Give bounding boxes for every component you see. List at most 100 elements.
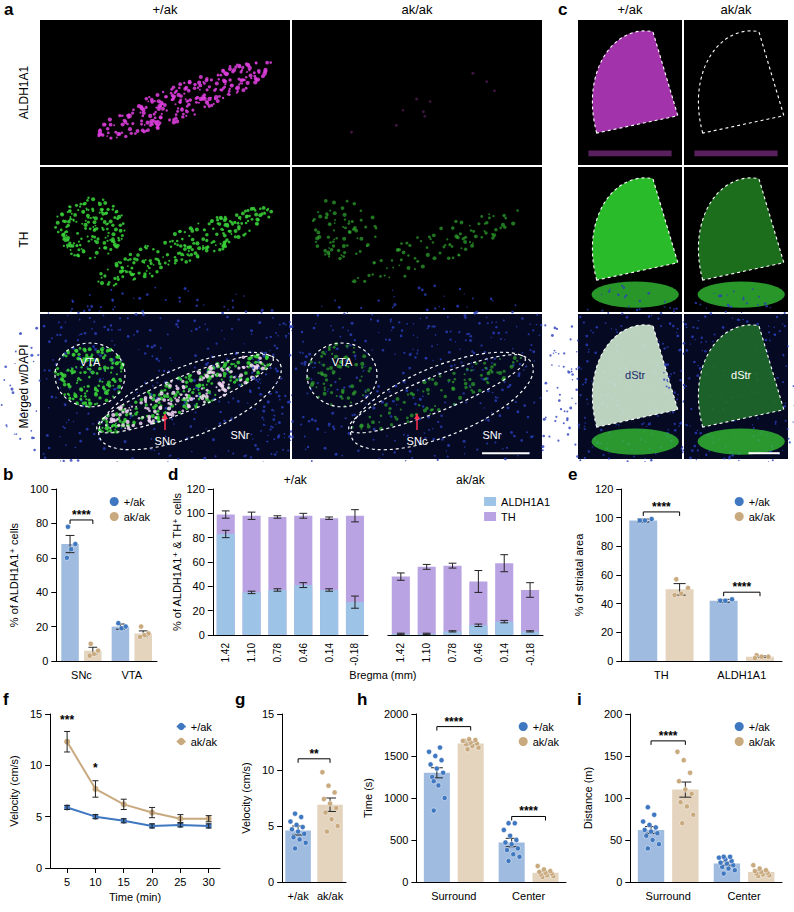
- svg-text:Surround: Surround: [431, 890, 476, 902]
- svg-text:c: c: [558, 0, 567, 19]
- svg-text:Center: Center: [728, 890, 761, 902]
- svg-text:VTA: VTA: [122, 669, 143, 681]
- svg-text:TH: TH: [501, 511, 516, 523]
- svg-text:1.42: 1.42: [220, 643, 231, 663]
- svg-text:15: 15: [262, 708, 274, 720]
- svg-text:20: 20: [36, 621, 48, 633]
- svg-text:ak/ak: ak/ak: [533, 736, 560, 748]
- svg-text:VTA: VTA: [332, 356, 353, 368]
- svg-text:100: 100: [30, 483, 48, 495]
- svg-text:+/ak: +/ak: [749, 721, 771, 733]
- svg-text:0: 0: [42, 655, 48, 667]
- svg-text:2000: 2000: [384, 708, 408, 720]
- svg-text:1500: 1500: [384, 750, 408, 762]
- svg-text:% of ALDH1A1⁺ cells: % of ALDH1A1⁺ cells: [8, 522, 20, 627]
- svg-text:5: 5: [64, 876, 70, 888]
- svg-text:100: 100: [186, 507, 204, 519]
- svg-text:% of striatal area: % of striatal area: [573, 533, 585, 616]
- svg-text:80: 80: [193, 532, 205, 544]
- svg-text:dStr: dStr: [731, 369, 752, 381]
- svg-text:150: 150: [604, 750, 622, 762]
- svg-text:20: 20: [601, 626, 613, 638]
- svg-text:-0.18: -0.18: [349, 643, 360, 666]
- svg-text:Bregma (mm): Bregma (mm): [349, 669, 416, 681]
- svg-text:+/ak: +/ak: [191, 721, 213, 733]
- svg-text:ak/ak: ak/ak: [749, 736, 776, 748]
- svg-text:0.78: 0.78: [447, 643, 458, 663]
- svg-text:200: 200: [604, 708, 622, 720]
- svg-text:Distance (m): Distance (m): [582, 767, 594, 829]
- svg-text:ak/ak: ak/ak: [401, 2, 433, 17]
- svg-text:120: 120: [186, 483, 204, 495]
- svg-text:0.46: 0.46: [473, 643, 484, 663]
- svg-text:Velocity (cm/s): Velocity (cm/s): [240, 762, 252, 834]
- svg-text:Time (min): Time (min): [109, 891, 161, 903]
- svg-text:80: 80: [36, 517, 48, 529]
- svg-text:****: ****: [72, 508, 91, 522]
- svg-text:0: 0: [607, 655, 613, 667]
- svg-text:-0.18: -0.18: [525, 643, 536, 666]
- svg-text:50: 50: [610, 834, 622, 846]
- svg-text:SNr: SNr: [231, 429, 250, 441]
- svg-text:1.42: 1.42: [395, 643, 406, 663]
- svg-text:ALDH1A1: ALDH1A1: [17, 66, 31, 120]
- svg-text:ak/ak: ak/ak: [749, 511, 776, 523]
- svg-text:25: 25: [174, 876, 186, 888]
- svg-text:5: 5: [268, 820, 274, 832]
- svg-text:TH: TH: [654, 669, 669, 681]
- svg-text:100: 100: [604, 792, 622, 804]
- svg-text:1.10: 1.10: [246, 643, 257, 663]
- svg-text:1000: 1000: [384, 792, 408, 804]
- svg-text:0.14: 0.14: [324, 643, 335, 663]
- svg-text:10: 10: [89, 876, 101, 888]
- svg-text:5: 5: [36, 811, 42, 823]
- svg-text:10: 10: [262, 764, 274, 776]
- svg-text:+/ak: +/ak: [124, 496, 146, 508]
- svg-text:20: 20: [146, 876, 158, 888]
- svg-text:ak/ak: ak/ak: [317, 890, 344, 902]
- svg-text:40: 40: [601, 598, 613, 610]
- svg-text:30: 30: [203, 876, 215, 888]
- svg-text:SNc: SNc: [407, 435, 428, 447]
- svg-text:VTA: VTA: [80, 356, 101, 368]
- svg-text:15: 15: [118, 876, 130, 888]
- svg-text:% of ALDH1A1⁺ & TH⁺ cells: % of ALDH1A1⁺ & TH⁺ cells: [171, 493, 183, 631]
- svg-text:0.46: 0.46: [298, 643, 309, 663]
- svg-text:Velocity (cm/s): Velocity (cm/s): [8, 755, 20, 827]
- svg-text:+/ak: +/ak: [288, 890, 310, 902]
- svg-text:**: **: [309, 747, 319, 761]
- svg-text:Merged w/DAPI: Merged w/DAPI: [17, 344, 31, 428]
- svg-text:Surround: Surround: [646, 890, 691, 902]
- svg-text:60: 60: [193, 556, 205, 568]
- svg-text:SNc: SNc: [155, 435, 176, 447]
- svg-text:TH: TH: [17, 232, 31, 248]
- svg-text:20: 20: [193, 605, 205, 617]
- svg-text:ALDH1A1: ALDH1A1: [501, 496, 550, 508]
- svg-text:+/ak: +/ak: [749, 496, 771, 508]
- svg-text:+/ak: +/ak: [284, 473, 308, 487]
- svg-text:0.78: 0.78: [272, 643, 283, 663]
- svg-text:****: ****: [659, 729, 678, 743]
- svg-text:ak/ak: ak/ak: [124, 511, 151, 523]
- svg-text:40: 40: [193, 580, 205, 592]
- svg-text:+/ak: +/ak: [153, 2, 178, 17]
- svg-text:SNc: SNc: [71, 669, 92, 681]
- svg-text:0: 0: [36, 862, 42, 874]
- svg-text:80: 80: [601, 540, 613, 552]
- svg-text:0: 0: [402, 876, 408, 888]
- svg-text:0: 0: [616, 876, 622, 888]
- svg-text:40: 40: [36, 586, 48, 598]
- svg-text:Time (s): Time (s): [362, 778, 374, 818]
- svg-text:500: 500: [390, 834, 408, 846]
- svg-text:ALDH1A1: ALDH1A1: [717, 669, 766, 681]
- svg-text:dStr: dStr: [625, 369, 646, 381]
- svg-text:****: ****: [519, 804, 538, 818]
- svg-text:ak/ak: ak/ak: [191, 736, 218, 748]
- svg-text:10: 10: [30, 759, 42, 771]
- svg-text:1.10: 1.10: [421, 643, 432, 663]
- svg-text:+/ak: +/ak: [533, 721, 555, 733]
- svg-text:0: 0: [268, 876, 274, 888]
- svg-text:Center: Center: [512, 890, 545, 902]
- svg-text:a: a: [4, 0, 14, 19]
- svg-text:+/ak: +/ak: [618, 2, 643, 17]
